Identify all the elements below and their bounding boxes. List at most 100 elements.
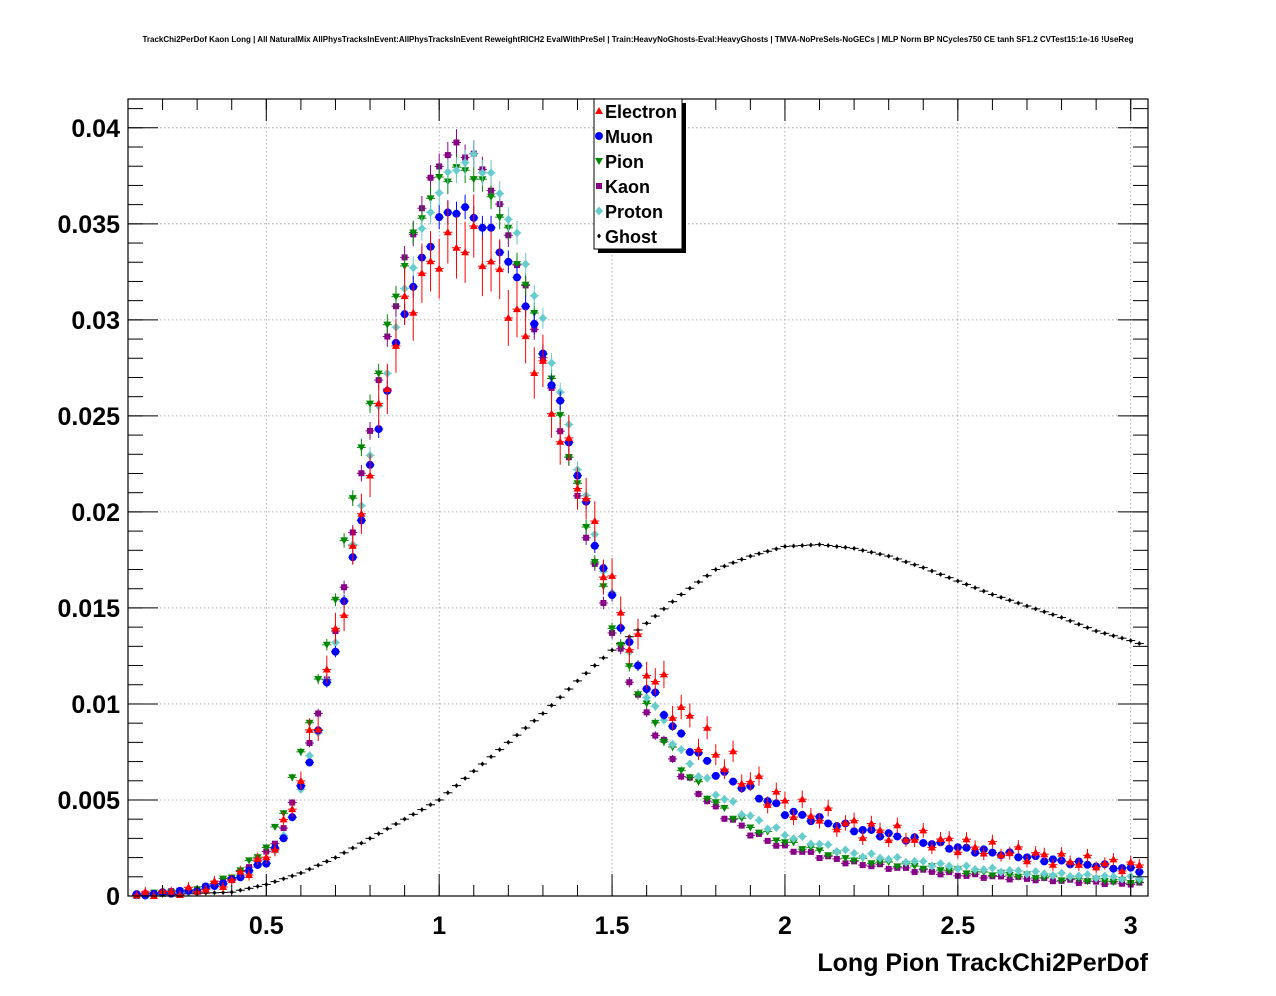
data-point bbox=[409, 308, 418, 316]
data-point bbox=[1100, 859, 1109, 867]
data-point bbox=[772, 837, 781, 845]
data-point bbox=[281, 876, 286, 882]
data-point bbox=[780, 796, 789, 804]
data-point bbox=[694, 771, 703, 781]
data-point bbox=[962, 861, 971, 871]
data-point bbox=[1057, 856, 1066, 865]
data-point bbox=[652, 732, 659, 739]
data-point bbox=[1066, 871, 1075, 881]
data-point bbox=[435, 188, 444, 198]
data-point bbox=[435, 213, 444, 222]
data-point bbox=[798, 810, 807, 819]
data-point bbox=[530, 368, 539, 376]
data-point bbox=[556, 396, 565, 405]
data-point bbox=[651, 719, 660, 727]
data-point bbox=[634, 691, 642, 699]
data-point bbox=[910, 835, 919, 843]
data-point bbox=[841, 818, 850, 826]
data-point bbox=[928, 868, 935, 875]
data-point bbox=[366, 471, 375, 479]
data-point bbox=[184, 883, 193, 891]
y-tick-label: 0.015 bbox=[57, 595, 120, 623]
data-point bbox=[860, 547, 865, 553]
data-point bbox=[219, 882, 228, 890]
data-point bbox=[971, 865, 980, 875]
data-point bbox=[538, 356, 547, 364]
data-point bbox=[755, 815, 764, 825]
data-point bbox=[878, 551, 883, 557]
data-point bbox=[1014, 866, 1023, 876]
data-point bbox=[893, 852, 902, 862]
data-point bbox=[679, 591, 684, 597]
data-point bbox=[729, 815, 738, 823]
data-point bbox=[824, 819, 833, 828]
data-point bbox=[798, 846, 807, 854]
data-point bbox=[504, 313, 513, 321]
data-point bbox=[901, 835, 910, 843]
data-point bbox=[1022, 857, 1031, 865]
data-point bbox=[834, 543, 839, 549]
data-point bbox=[322, 641, 331, 649]
data-point bbox=[478, 168, 487, 178]
data-point bbox=[547, 381, 556, 390]
data-point bbox=[599, 573, 608, 581]
series-muon bbox=[132, 194, 1144, 900]
data-point bbox=[1092, 873, 1101, 883]
data-point bbox=[279, 815, 288, 823]
data-point bbox=[452, 243, 461, 251]
series-electron bbox=[132, 194, 1144, 899]
data-point bbox=[772, 787, 781, 795]
data-point bbox=[566, 686, 571, 692]
data-point bbox=[979, 865, 988, 875]
data-point bbox=[677, 767, 686, 775]
data-point bbox=[988, 863, 997, 873]
legend-label-kaon: Kaon bbox=[605, 177, 650, 197]
data-point bbox=[1109, 864, 1118, 873]
legend-label-muon: Muon bbox=[605, 127, 653, 147]
data-point bbox=[1109, 855, 1118, 863]
series-proton bbox=[132, 141, 1144, 900]
y-tick-label: 0.02 bbox=[71, 499, 120, 527]
data-point bbox=[236, 867, 245, 875]
data-point bbox=[945, 867, 954, 875]
data-point bbox=[1109, 878, 1118, 886]
data-point bbox=[272, 879, 277, 885]
data-point bbox=[236, 873, 245, 882]
data-point bbox=[1094, 628, 1099, 634]
data-point bbox=[945, 844, 954, 853]
data-point bbox=[426, 195, 435, 203]
data-point bbox=[506, 739, 511, 745]
data-point bbox=[366, 400, 375, 408]
y-tick-label: 0 bbox=[106, 883, 120, 911]
data-point bbox=[832, 825, 841, 833]
data-point bbox=[417, 269, 426, 277]
data-point bbox=[1049, 878, 1056, 885]
data-point bbox=[929, 568, 934, 574]
data-point bbox=[886, 553, 891, 559]
data-point bbox=[1050, 612, 1055, 618]
data-point bbox=[445, 790, 450, 796]
data-point bbox=[859, 862, 866, 869]
data-point bbox=[712, 803, 719, 810]
data-point bbox=[824, 840, 833, 850]
data-point bbox=[255, 883, 260, 889]
data-point bbox=[711, 799, 720, 807]
data-point bbox=[876, 853, 885, 863]
data-point bbox=[721, 815, 728, 822]
data-point bbox=[348, 495, 357, 503]
data-point bbox=[659, 711, 668, 720]
data-point bbox=[988, 872, 997, 880]
data-point bbox=[936, 858, 945, 868]
data-point bbox=[391, 341, 400, 349]
data-point bbox=[739, 556, 744, 562]
legend-marker-electron bbox=[595, 107, 603, 114]
data-point bbox=[1135, 860, 1144, 868]
data-point bbox=[298, 870, 303, 876]
data-point bbox=[893, 821, 902, 829]
data-point bbox=[763, 800, 772, 808]
data-point bbox=[419, 807, 424, 813]
data-point bbox=[703, 723, 712, 731]
data-point bbox=[324, 858, 329, 864]
data-point bbox=[521, 259, 530, 269]
data-point bbox=[824, 852, 833, 860]
